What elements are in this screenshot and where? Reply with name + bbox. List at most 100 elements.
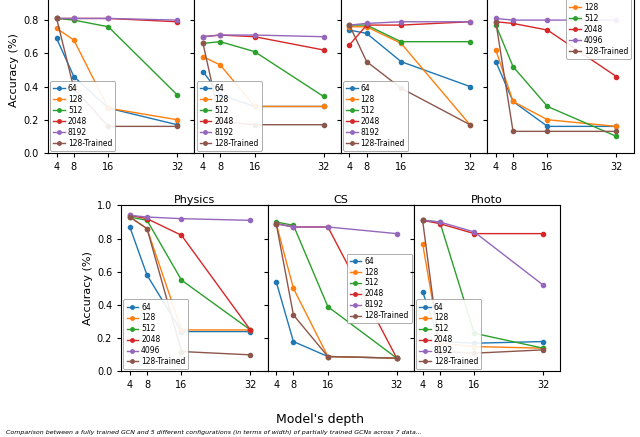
128	[173, 117, 181, 122]
Title: CS: CS	[333, 194, 348, 205]
2048	[509, 21, 517, 26]
512	[363, 22, 371, 28]
Line: 128-Trained: 128-Trained	[128, 215, 252, 357]
8192	[216, 32, 224, 38]
Line: 2048: 2048	[348, 20, 472, 47]
Legend: 64, 128, 512, 2048, 8192, 128-Trained: 64, 128, 512, 2048, 8192, 128-Trained	[416, 299, 481, 369]
2048	[126, 213, 134, 218]
Title: Photo: Photo	[471, 194, 503, 205]
128	[470, 344, 478, 349]
64	[492, 59, 500, 64]
128	[509, 99, 517, 104]
8192	[320, 34, 328, 39]
Legend: 64, 128, 512, 2048, 8192, 128-Trained: 64, 128, 512, 2048, 8192, 128-Trained	[51, 81, 115, 151]
512	[251, 49, 259, 54]
Legend: 64, 128, 512, 2048, 4096, 128-Trained: 64, 128, 512, 2048, 4096, 128-Trained	[124, 299, 189, 369]
128-Trained	[466, 122, 474, 127]
64	[363, 31, 371, 36]
8192	[397, 19, 405, 24]
Y-axis label: Accuracy (%): Accuracy (%)	[10, 33, 19, 107]
Line: 128: 128	[54, 26, 179, 122]
Line: 2048: 2048	[128, 213, 252, 332]
512	[289, 223, 297, 228]
Line: 2048: 2048	[54, 16, 179, 24]
Line: 128: 128	[274, 222, 399, 360]
Line: 128: 128	[493, 48, 618, 128]
128-Trained	[393, 356, 401, 361]
2048	[612, 74, 620, 79]
Line: 128: 128	[201, 55, 326, 108]
64	[466, 84, 474, 89]
2048	[324, 224, 332, 229]
128-Trained	[52, 16, 60, 21]
2048	[543, 28, 551, 33]
8192	[324, 224, 332, 229]
128	[397, 41, 405, 46]
64	[199, 69, 207, 74]
128-Trained	[470, 350, 478, 356]
2048	[143, 216, 151, 221]
Y-axis label: Accuracy (%): Accuracy (%)	[83, 251, 93, 326]
128-Trained	[126, 215, 134, 220]
8192	[540, 282, 547, 288]
512	[70, 17, 77, 23]
64	[320, 104, 328, 109]
512	[346, 22, 353, 28]
128-Trained	[216, 119, 224, 124]
Line: 128: 128	[348, 24, 472, 127]
128	[419, 241, 426, 246]
512	[173, 92, 181, 97]
128-Trained	[246, 352, 254, 357]
64	[470, 340, 478, 346]
2048	[289, 224, 297, 229]
2048	[393, 356, 401, 361]
128	[289, 286, 297, 291]
Line: 128-Trained: 128-Trained	[201, 41, 326, 127]
512	[178, 277, 186, 283]
128-Trained	[612, 129, 620, 134]
4096	[612, 17, 620, 23]
128	[324, 354, 332, 359]
8192	[346, 22, 353, 28]
Line: 2048: 2048	[420, 218, 545, 236]
512	[273, 219, 280, 225]
Line: 128-Trained: 128-Trained	[420, 218, 545, 355]
Line: 8192: 8192	[54, 16, 179, 22]
Legend: 64, 128, 512, 2048, 8192, 128-Trained: 64, 128, 512, 2048, 8192, 128-Trained	[196, 81, 262, 151]
Line: 8192: 8192	[420, 218, 545, 287]
512	[419, 218, 426, 223]
512	[436, 219, 444, 225]
64	[324, 354, 332, 359]
512	[246, 327, 254, 333]
8192	[273, 221, 280, 226]
4096	[543, 17, 551, 23]
Line: 64: 64	[201, 69, 326, 108]
512	[393, 356, 401, 361]
2048	[273, 221, 280, 226]
64	[612, 124, 620, 129]
Line: 4096: 4096	[493, 16, 618, 22]
512	[492, 22, 500, 28]
Legend: 64, 128, 512, 2048, 4096, 128-Trained: 64, 128, 512, 2048, 4096, 128-Trained	[566, 0, 631, 59]
8192	[70, 16, 77, 21]
Line: 512: 512	[201, 40, 326, 99]
128	[246, 327, 254, 333]
Line: 8192: 8192	[274, 222, 399, 236]
128	[320, 104, 328, 109]
64	[216, 92, 224, 97]
128	[178, 327, 186, 333]
128	[70, 38, 77, 43]
512	[126, 215, 134, 220]
512	[540, 346, 547, 351]
512	[397, 39, 405, 44]
Line: 512: 512	[420, 218, 545, 350]
Legend: 64, 128, 512, 2048, 8192, 128-Trained: 64, 128, 512, 2048, 8192, 128-Trained	[347, 253, 412, 323]
8192	[104, 16, 112, 21]
64	[346, 28, 353, 33]
8192	[173, 17, 181, 23]
64	[436, 339, 444, 344]
Line: 64: 64	[348, 28, 472, 89]
128-Trained	[273, 221, 280, 226]
64	[52, 36, 60, 41]
64	[143, 273, 151, 278]
